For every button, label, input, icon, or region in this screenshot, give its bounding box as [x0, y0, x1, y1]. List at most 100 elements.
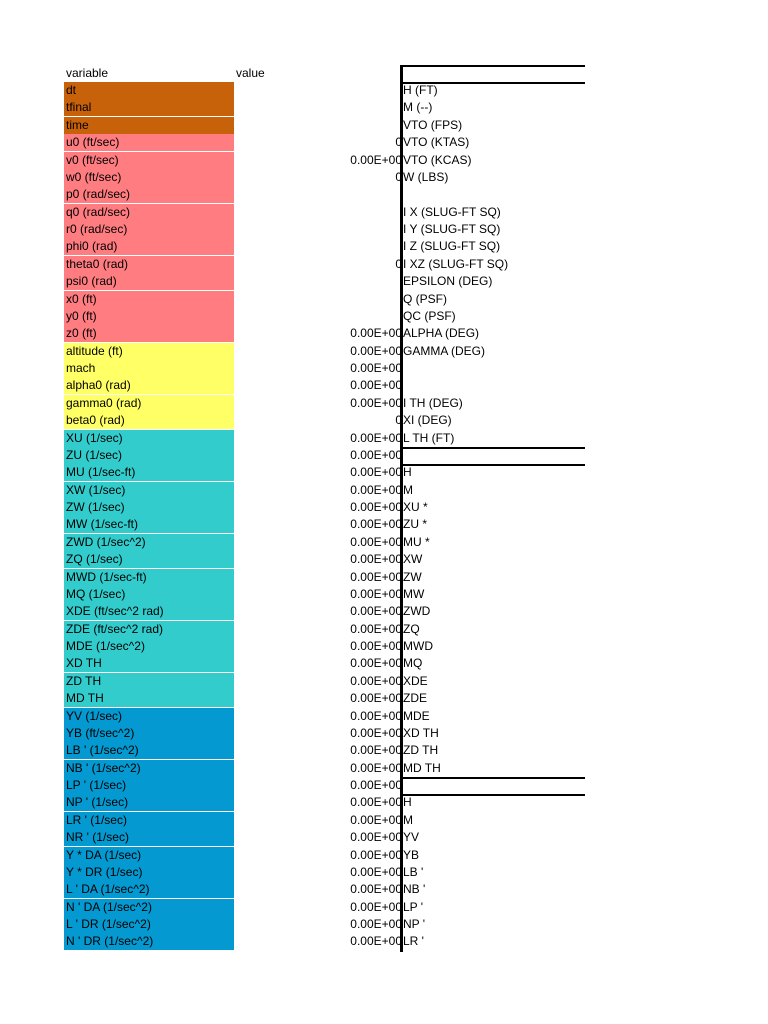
parameter-label: ZU *: [403, 517, 427, 532]
value-cell[interactable]: 0.00E+00: [350, 465, 402, 480]
variable-cell[interactable]: N ' DA (1/sec^2): [64, 898, 234, 916]
value-cell[interactable]: 0.00E+00: [350, 500, 402, 514]
variable-cell[interactable]: MD TH: [64, 690, 234, 708]
variable-cell[interactable]: L ' DR (1/sec^2): [64, 916, 234, 933]
variable-cell[interactable]: x0 (ft): [64, 290, 234, 308]
value-cell[interactable]: 0.00E+00: [350, 395, 402, 410]
variable-cell[interactable]: NR ' (1/sec): [64, 829, 234, 847]
variable-cell[interactable]: MU (1/sec-ft): [64, 464, 234, 482]
value-cell[interactable]: 0.00E+00: [350, 673, 402, 688]
horizontal-border: [400, 464, 585, 466]
value-cell[interactable]: 0.00E+00: [350, 361, 402, 375]
variable-cell[interactable]: NB ' (1/sec^2): [64, 759, 234, 777]
parameter-label: H (FT): [403, 83, 438, 97]
value-cell[interactable]: 0.00E+00: [350, 847, 402, 862]
variable-cell[interactable]: XDE (ft/sec^2 rad): [64, 603, 234, 621]
table-row: L ' DR (1/sec^2) 0.00E+00 NP ': [0, 916, 768, 933]
variable-cell[interactable]: Y * DA (1/sec): [64, 846, 234, 864]
value-cell[interactable]: 0.00E+00: [350, 343, 402, 358]
value-cell[interactable]: 0.00E+00: [350, 778, 402, 792]
value-cell[interactable]: 0.00E+00: [350, 639, 402, 653]
variable-cell[interactable]: N ' DR (1/sec^2): [64, 933, 234, 951]
variable-cell[interactable]: L ' DA (1/sec^2): [64, 881, 234, 899]
variable-cell[interactable]: Y * DR (1/sec): [64, 863, 234, 881]
value-cell[interactable]: 0.00E+00: [350, 152, 402, 167]
variable-cell[interactable]: LR ' (1/sec): [64, 811, 234, 829]
variable-cell[interactable]: XD TH: [64, 655, 234, 673]
variable-cell[interactable]: YB (ft/sec^2): [64, 724, 234, 742]
value-cell[interactable]: 0.00E+00: [350, 326, 402, 341]
variable-cell[interactable]: tfinal: [64, 99, 234, 117]
variable-cell[interactable]: p0 (rad/sec): [64, 186, 234, 204]
variable-cell[interactable]: ZWD (1/sec^2): [64, 533, 234, 551]
value-cell[interactable]: 0.00E+00: [350, 830, 402, 845]
value-cell[interactable]: 0.00E+00: [350, 378, 402, 393]
value-cell[interactable]: 0.00E+00: [350, 569, 402, 584]
variable-cell[interactable]: gamma0 (rad): [64, 394, 234, 412]
value-cell[interactable]: 0.00E+00: [350, 725, 402, 740]
variable-cell[interactable]: ZW (1/sec): [64, 499, 234, 516]
value-cell[interactable]: 0.00E+00: [350, 517, 402, 532]
variable-cell[interactable]: altitude (ft): [64, 342, 234, 360]
parameter-label: YB: [403, 847, 420, 862]
variable-cell[interactable]: MW (1/sec-ft): [64, 516, 234, 534]
variable-cell[interactable]: beta0 (rad): [64, 412, 234, 430]
value-cell[interactable]: 0.00E+00: [350, 743, 402, 758]
variable-cell[interactable]: dt: [64, 82, 234, 99]
variable-cell[interactable]: theta0 (rad): [64, 255, 234, 273]
variable-cell[interactable]: phi0 (rad): [64, 238, 234, 256]
value-cell[interactable]: 0.00E+00: [350, 552, 402, 567]
value-cell[interactable]: 0.00E+00: [350, 534, 402, 549]
variable-cell[interactable]: z0 (ft): [64, 325, 234, 343]
variable-cell[interactable]: YV (1/sec): [64, 707, 234, 725]
table-row: LB ' (1/sec^2) 0.00E+00 ZD TH: [0, 742, 768, 760]
variable-cell[interactable]: MDE (1/sec^2): [64, 638, 234, 655]
value-cell[interactable]: 0.00E+00: [350, 899, 402, 914]
parameter-label: LR ': [403, 934, 424, 949]
table-row: XW (1/sec) 0.00E+00 M: [0, 481, 768, 499]
value-cell[interactable]: 0.00E+00: [350, 934, 402, 949]
value-cell[interactable]: 0.00E+00: [350, 864, 402, 879]
variable-cell[interactable]: psi0 (rad): [64, 273, 234, 291]
variable-cell[interactable]: r0 (rad/sec): [64, 221, 234, 238]
variable-cell[interactable]: y0 (ft): [64, 307, 234, 325]
value-cell[interactable]: 0.00E+00: [350, 447, 402, 462]
variable-cell[interactable]: u0 (ft/sec): [64, 134, 234, 152]
variable-cell[interactable]: XW (1/sec): [64, 481, 234, 499]
parameter-label: NP ': [403, 917, 426, 931]
value-cell[interactable]: 0.00E+00: [350, 812, 402, 827]
variable-cell[interactable]: time: [64, 116, 234, 134]
value-cell[interactable]: 0.00E+00: [350, 482, 402, 497]
variable-cell[interactable]: ZD TH: [64, 672, 234, 690]
value-cell[interactable]: 0.00E+00: [350, 604, 402, 619]
variable-cell[interactable]: XU (1/sec): [64, 429, 234, 447]
value-cell[interactable]: 0.00E+00: [350, 795, 402, 810]
variable-cell[interactable]: mach: [64, 360, 234, 377]
variable-cell[interactable]: ZDE (ft/sec^2 rad): [64, 620, 234, 638]
variable-cell[interactable]: MWD (1/sec-ft): [64, 568, 234, 586]
value-cell[interactable]: 0.00E+00: [350, 691, 402, 706]
value-cell[interactable]: 0.00E+00: [350, 760, 402, 775]
value-cell[interactable]: 0: [395, 169, 402, 184]
value-cell[interactable]: 0.00E+00: [350, 708, 402, 723]
variable-cell[interactable]: MQ (1/sec): [64, 585, 234, 603]
value-cell[interactable]: 0: [395, 256, 402, 271]
variable-cell[interactable]: ZU (1/sec): [64, 446, 234, 464]
variable-cell[interactable]: LP ' (1/sec): [64, 777, 234, 794]
value-cell[interactable]: 0.00E+00: [350, 917, 402, 931]
value-cell[interactable]: 0.00E+00: [350, 621, 402, 636]
value-cell[interactable]: 0: [395, 135, 402, 150]
variable-cell[interactable]: NP ' (1/sec): [64, 794, 234, 812]
table-row: MD TH 0.00E+00 ZDE: [0, 690, 768, 708]
variable-cell[interactable]: v0 (ft/sec): [64, 151, 234, 169]
value-cell[interactable]: 0.00E+00: [350, 882, 402, 897]
variable-cell[interactable]: ZQ (1/sec): [64, 551, 234, 569]
value-cell[interactable]: 0.00E+00: [350, 586, 402, 601]
value-cell[interactable]: 0.00E+00: [350, 430, 402, 445]
variable-cell[interactable]: LB ' (1/sec^2): [64, 742, 234, 760]
value-cell[interactable]: 0: [395, 413, 402, 428]
variable-cell[interactable]: w0 (ft/sec): [64, 168, 234, 186]
value-cell[interactable]: 0.00E+00: [350, 656, 402, 671]
variable-cell[interactable]: alpha0 (rad): [64, 377, 234, 395]
variable-cell[interactable]: q0 (rad/sec): [64, 203, 234, 221]
